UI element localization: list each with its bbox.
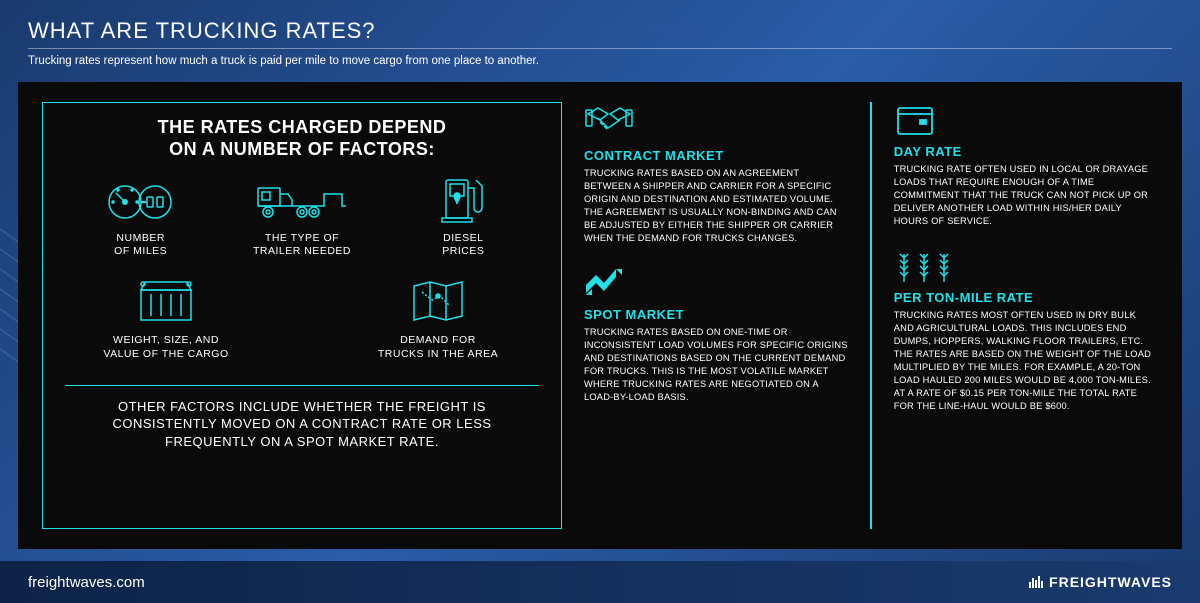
- factors-title-line1: THE RATES CHARGED DEPEND: [158, 117, 447, 137]
- def-text: TRUCKING RATES MOST OFTEN USED IN DRY BU…: [894, 309, 1158, 413]
- page-subtitle: Trucking rates represent how much a truc…: [28, 55, 1172, 67]
- def-title: PER TON-MILE RATE: [894, 290, 1158, 305]
- def-text: TRUCKING RATES BASED ON AN AGREEMENT BET…: [584, 167, 848, 245]
- definitions: CONTRACT MARKET TRUCKING RATES BASED ON …: [584, 102, 1158, 529]
- factors-footer: OTHER FACTORS INCLUDE WHETHER THE FREIGH…: [65, 398, 539, 451]
- factor-label: NUMBEROF MILES: [114, 232, 167, 258]
- fuel-pump-icon: [438, 174, 488, 224]
- def-title: SPOT MARKET: [584, 307, 848, 322]
- header-rule: [28, 48, 1172, 49]
- footer-brand: FREIGHTWAVES: [1029, 574, 1172, 590]
- def-text: TRUCKING RATES BASED ON ONE-TIME OR INCO…: [584, 326, 848, 404]
- def-spot-market: SPOT MARKET TRUCKING RATES BASED ON ONE-…: [584, 265, 848, 404]
- footer-brand-text: FREIGHTWAVES: [1049, 574, 1172, 590]
- factor-trailer: THE TYPE OFTRAILER NEEDED: [226, 180, 377, 258]
- def-col-2: DAY RATE TRUCKING RATE OFTEN USED IN LOC…: [894, 102, 1158, 529]
- factor-demand: DEMAND FORTRUCKS IN THE AREA: [337, 276, 539, 360]
- def-contract-market: CONTRACT MARKET TRUCKING RATES BASED ON …: [584, 102, 848, 245]
- page-title: WHAT ARE TRUCKING RATES?: [28, 18, 1172, 44]
- def-per-ton-mile: PER TON-MILE RATE TRUCKING RATES MOST OF…: [894, 248, 1158, 413]
- footer-bar: freightwaves.com FREIGHTWAVES: [0, 561, 1200, 603]
- factors-divider: [65, 385, 539, 386]
- factors-row-1: NUMBEROF MILES THE TYPE OFTRAILER NEEDED: [65, 174, 539, 258]
- def-col-1: CONTRACT MARKET TRUCKING RATES BASED ON …: [584, 102, 848, 529]
- main-panel: THE RATES CHARGED DEPEND ON A NUMBER OF …: [18, 82, 1182, 549]
- def-title: CONTRACT MARKET: [584, 148, 848, 163]
- factors-box: THE RATES CHARGED DEPEND ON A NUMBER OF …: [42, 102, 562, 529]
- factors-title-line2: ON A NUMBER OF FACTORS:: [169, 139, 435, 159]
- def-day-rate: DAY RATE TRUCKING RATE OFTEN USED IN LOC…: [894, 102, 1158, 228]
- factor-label: DEMAND FORTRUCKS IN THE AREA: [378, 334, 498, 360]
- factors-row-2: WEIGHT, SIZE, ANDVALUE OF THE CARGO DEMA…: [65, 276, 539, 360]
- factor-cargo: WEIGHT, SIZE, ANDVALUE OF THE CARGO: [65, 276, 267, 360]
- map-icon: [408, 276, 468, 326]
- factor-label: DIESELPRICES: [442, 232, 484, 258]
- factor-label: WEIGHT, SIZE, ANDVALUE OF THE CARGO: [103, 334, 228, 360]
- volatility-arrows-icon: [584, 265, 624, 301]
- def-text: TRUCKING RATE OFTEN USED IN LOCAL OR DRA…: [894, 163, 1158, 228]
- wheat-icon: [894, 248, 954, 284]
- wallet-icon: [894, 102, 938, 138]
- header: WHAT ARE TRUCKING RATES? Trucking rates …: [0, 0, 1200, 75]
- factor-miles: NUMBEROF MILES: [65, 180, 216, 258]
- def-title: DAY RATE: [894, 144, 1158, 159]
- def-divider: [870, 102, 872, 529]
- factors-title: THE RATES CHARGED DEPEND ON A NUMBER OF …: [65, 117, 539, 160]
- truck-icon: [252, 180, 352, 224]
- factor-label: THE TYPE OFTRAILER NEEDED: [253, 232, 351, 258]
- factor-diesel: DIESELPRICES: [388, 174, 539, 258]
- footer-url: freightwaves.com: [28, 574, 145, 591]
- cargo-container-icon: [131, 276, 201, 326]
- odometer-icon: [106, 180, 176, 224]
- handshake-icon: [584, 102, 634, 142]
- brand-bars-icon: [1029, 576, 1043, 588]
